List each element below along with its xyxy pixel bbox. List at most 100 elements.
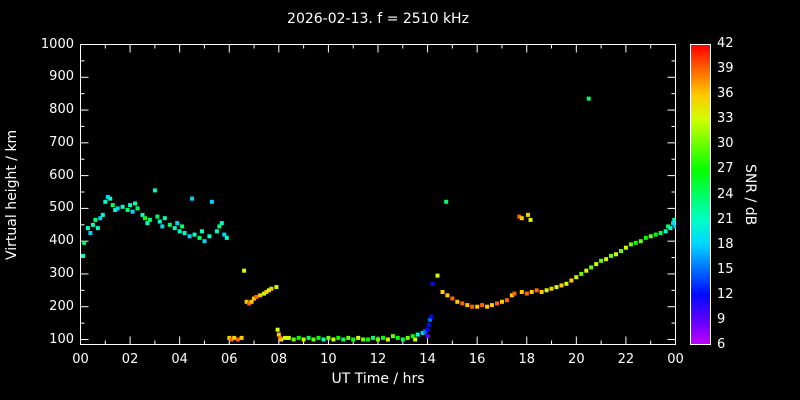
data-point [385,337,390,342]
data-point [180,224,185,229]
data-point [671,221,675,226]
data-point [643,235,648,240]
data-point [224,235,229,240]
data-point [420,330,425,335]
data-point [445,293,450,298]
data-point [475,304,480,309]
x-tick-label: 16 [468,352,486,367]
data-point [426,322,431,327]
data-point [242,268,247,273]
data-point [500,299,504,304]
data-point [130,209,135,214]
colorbar-tick-label: 21 [717,211,734,227]
data-point [229,337,234,342]
data-point [413,337,418,342]
data-point [341,337,346,342]
colorbar-tick-label: 36 [717,86,734,102]
data-point [425,334,430,339]
colorbar-tick-label: 12 [717,286,734,302]
data-point [554,285,559,290]
data-point [490,303,494,308]
data-point [395,335,400,340]
data-point [214,229,219,234]
data-point [279,337,284,342]
data-point [346,335,351,340]
data-point [264,290,269,294]
colorbar-tick-label: 33 [717,111,734,127]
x-tick-label: 02 [121,352,139,367]
data-point [405,335,410,340]
data-point [336,335,341,340]
data-point [371,335,375,340]
data-point [177,229,182,234]
data-point [517,214,522,219]
data-point [668,226,673,231]
x-axis-label: UT Time / hrs [331,371,425,387]
data-point [559,283,564,288]
data-point [574,275,579,280]
x-tick-label: 18 [518,352,536,367]
data-point [262,291,266,296]
data-point [175,221,180,226]
data-point [115,206,120,211]
data-point [351,337,356,342]
data-point [415,332,420,337]
data-point [663,229,668,234]
colorbar-tick-label: 30 [717,136,734,152]
data-point [480,303,485,308]
data-point [609,253,613,258]
data-point [276,332,281,337]
data-point [88,231,93,235]
data-point [331,337,336,342]
data-point [274,285,279,290]
y-tick-label: 800 [49,102,74,118]
data-point [266,288,271,293]
data-point [95,226,100,231]
data-point [90,222,95,227]
y-tick-label: 500 [49,200,74,216]
snr-colorbar [690,44,711,345]
data-point [648,234,653,239]
data-point [217,224,222,229]
data-point [311,337,316,342]
data-point [283,335,287,340]
data-point [202,239,207,244]
data-point [85,226,90,231]
data-point [103,199,108,204]
data-point [519,216,524,221]
data-point [82,240,87,245]
data-point [440,290,445,294]
data-point [485,304,490,309]
y-tick-label: 900 [49,69,74,85]
data-point [361,337,366,342]
data-point [638,239,643,244]
data-point [429,314,434,319]
data-point [192,232,197,237]
data-point [633,240,638,245]
colorbar-tick-label: 9 [717,311,726,327]
data-point [444,199,449,204]
data-point [147,217,152,222]
x-tick-label: 04 [171,352,188,367]
x-tick-label: 10 [320,352,337,367]
data-point [400,337,405,342]
data-point [549,286,554,291]
x-tick-label: 22 [617,352,635,367]
data-point [435,273,440,278]
data-point [534,288,539,293]
data-point [239,335,244,340]
data-point [666,224,671,229]
data-point [182,231,187,235]
data-point [326,335,331,340]
colorbar-tick-label: 39 [717,61,734,77]
data-point [509,293,514,298]
colorbar-tick-label: 42 [717,36,734,51]
y-tick-label: 100 [49,331,74,347]
data-point [247,301,252,306]
data-point [589,265,594,270]
data-point [190,196,195,201]
data-point [653,232,658,237]
data-point [93,217,98,222]
data-point [209,199,214,204]
data-point [306,335,311,340]
